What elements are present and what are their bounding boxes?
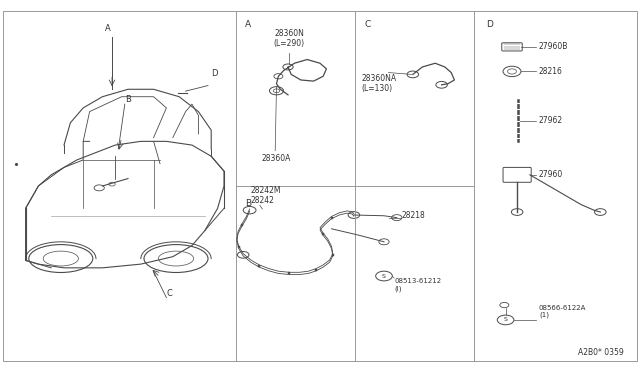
Text: 28360NA
(L=130): 28360NA (L=130) [362, 74, 397, 93]
Text: 08566-6122A
(1): 08566-6122A (1) [539, 305, 586, 318]
Text: 27962: 27962 [539, 116, 563, 125]
Text: A: A [105, 25, 110, 33]
Text: 27960B: 27960B [539, 42, 568, 51]
Text: D: D [486, 20, 493, 29]
Text: 28360N
(L=290): 28360N (L=290) [274, 29, 305, 48]
Text: B: B [125, 95, 131, 104]
Text: 28242M
28242: 28242M 28242 [251, 186, 282, 205]
Text: 27960: 27960 [539, 170, 563, 179]
Text: A: A [245, 20, 252, 29]
Text: 28216: 28216 [539, 67, 563, 76]
Text: C: C [365, 20, 371, 29]
Text: B: B [245, 199, 252, 208]
Text: 08513-61212
(I): 08513-61212 (I) [394, 278, 442, 292]
Text: 28218: 28218 [402, 211, 426, 220]
Text: 28360A: 28360A [261, 154, 291, 163]
Text: D: D [211, 69, 218, 78]
Text: A2B0* 0359: A2B0* 0359 [579, 348, 624, 357]
Text: S: S [504, 317, 508, 323]
Text: C: C [166, 289, 172, 298]
Text: S: S [382, 273, 386, 279]
